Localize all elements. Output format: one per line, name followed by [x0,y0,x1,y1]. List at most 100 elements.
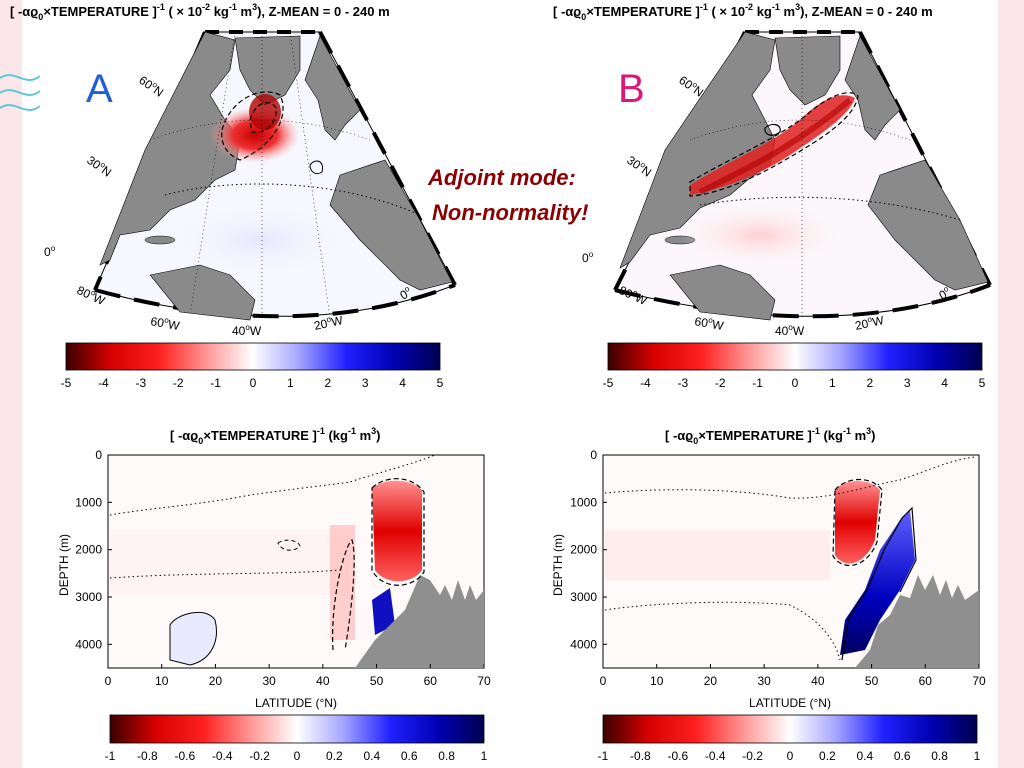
section-a-xtick-label: 50 [370,674,384,688]
colorbar-top-a-tick-label: 1 [287,376,294,390]
colorbar-top-a-tick-label: 0 [250,376,257,390]
section-b-ytick-label: 1000 [570,495,597,509]
colorbar-top-b-ticks: -5 -4 -3 -2 -1 0 1 2 3 4 5 [603,376,986,390]
colorbar-top-b-tick-label: -3 [677,376,688,390]
colorbar-bottom-a-tick-label: 1 [481,749,488,763]
colorbar-top-a-tick-label: 4 [399,376,406,390]
map-a-lat-0: 0o [44,244,56,259]
section-b-contour-blue [841,506,917,661]
colorbar-bottom-a-ticks: -1 -0.8 -0.6 -0.4 -0.2 0 0.2 0.4 0.6 0.8 1 [105,749,488,763]
section-b-ytick-label: 3000 [570,590,597,604]
section-b-ytick-label: 4000 [570,637,597,651]
colorbar-top-b-tick-label: -1 [752,376,763,390]
section-b-contour-zero [604,456,976,499]
map-b-land-south-america [669,264,776,321]
colorbar-top-b-tick-label: 0 [792,376,799,390]
section-a-xtick-label: 70 [477,674,491,688]
section-a-contour-red [371,478,425,586]
map-b-contour-blue [764,123,781,136]
colorbar-bottom-a-tick-label: 0 [294,749,301,763]
map-panel-b: [ -αϱ0×TEMPERATURE ]-1 ( × 10-2 kg-1 m3)… [553,2,992,338]
map-a-lon-labels: 80oW 60oW 40oW 20oW 0o [75,283,412,338]
decorative-swoosh [0,74,40,111]
left-slide-border [0,0,22,768]
colorbar-top-b-tick-label: -4 [640,376,651,390]
colorbar-bottom-b-tick-label: -0.6 [667,749,688,763]
colorbar-top-a-tick-label: 3 [362,376,369,390]
section-a-xtick-label: 10 [155,674,169,688]
section-b-xtick-label: 40 [811,674,825,688]
map-b-graticule-lat [689,119,911,141]
colorbar-bottom-a-tick-label: 0.6 [401,749,418,763]
colorbar-bottom-b: -1 -0.8 -0.6 -0.4 -0.2 0 0.2 0.4 0.6 0.8 1 [598,714,981,763]
colorbar-bottom-a-tick-label: 0.8 [438,749,455,763]
colorbar-top-a-tick-label: -2 [173,376,184,390]
colorbar-top-b-bar [607,342,983,371]
section-a-ylabel: DEPTH (m) [57,534,71,596]
section-a-contour-zero [109,454,436,516]
map-b-lat-30: 30oN [624,152,654,179]
map-a-lat-60: 60oN [136,72,166,99]
colorbar-bottom-b-ticks: -1 -0.8 -0.6 -0.4 -0.2 0 0.2 0.4 0.6 0.8 1 [598,749,981,763]
section-b-xtick-label: 0 [600,674,607,688]
map-b-land-greenland [774,35,841,106]
colorbar-top-b-tick-label: 5 [979,376,986,390]
section-a-ytick-label: 0 [95,448,102,462]
map-a-contour-outer [221,91,284,161]
colorbar-top-b-tick-label: 3 [904,376,911,390]
section-a-contour-red-2 [332,539,355,651]
colorbar-top-a-tick-label: 2 [324,376,331,390]
map-panel-a: [ -αϱ0×TEMPERATURE ]-1 ( × 10-2 kg-1 m3)… [10,2,457,338]
colorbar-bottom-a-tick-label: 0.4 [363,749,380,763]
colorbar-top-b-tick-label: -2 [715,376,726,390]
colorbar-bottom-b-tick-label: -1 [598,749,609,763]
colorbar-bottom-a-tick-label: -0.4 [212,749,233,763]
colorbar-top-b: -5 -4 -3 -2 -1 0 1 2 3 4 5 [603,342,986,390]
colorbar-bottom-a-tick-label: -0.8 [137,749,158,763]
colorbar-top-a-tick-label: -3 [135,376,146,390]
section-a-ytick-label: 3000 [75,590,102,604]
map-a-frame-right [318,31,457,286]
section-panel-a: [ -αϱ0×TEMPERATURE ]-1 (kg-1 m3) 0 10 20 30… [57,426,491,710]
section-b-contour-zero-2 [604,601,841,661]
section-a-xtick-label: 60 [424,674,438,688]
section-b-ylabel: DEPTH (m) [551,534,565,596]
section-a-ytick-label: 1000 [75,495,102,509]
section-b-ytick-label: 0 [590,448,597,462]
section-a-bathymetry [355,575,484,668]
section-b-ytick-label: 2000 [570,543,597,557]
section-a-blue-blob [372,588,395,635]
colorbar-bottom-b-tick-label: -0.4 [705,749,726,763]
section-b-xtick-label: 10 [650,674,664,688]
colorbar-bottom-a-tick-label: -0.6 [174,749,195,763]
section-b-title: [ -αϱ0×TEMPERATURE ]-1 (kg-1 m3) [665,426,876,446]
map-b-lon-labels: 80oW 60oW 40oW 20oW 0o [617,283,951,338]
map-b-lon-40: 40oW [775,323,805,338]
map-b-red-band [690,95,855,195]
section-a-title: [ -αϱ0×TEMPERATURE ]-1 (kg-1 m3) [170,426,381,446]
section-a-xtick-label: 0 [105,674,112,688]
colorbar-bottom-b-tick-label: 0.6 [894,749,911,763]
panel-letter-a: A [86,67,113,111]
map-b-lon-20: 20oW [854,312,886,333]
colorbar-top-a-tick-label: -5 [61,376,72,390]
map-b-lat-0: 0o [582,250,594,265]
map-a-title: [ -αϱ0×TEMPERATURE ]-1 ( × 10-2 kg-1 m3)… [10,2,390,22]
colorbar-top-b-tick-label: 2 [866,376,873,390]
colorbar-top-a: -5 -4 -3 -2 -1 0 1 2 3 4 5 [61,342,444,390]
section-panel-b: [ -αϱ0×TEMPERATURE ]-1 (kg-1 m3) 0 10 20 30… [551,426,986,710]
section-b-pale-red-band [605,530,830,580]
map-b-red-core [698,97,852,195]
map-a-land-europe [304,35,361,141]
map-b-land-europe [844,35,901,141]
colorbar-bottom-a-tick-label: 0.2 [326,749,343,763]
section-a-pale-red-band [110,530,350,595]
section-b-xtick-label: 20 [704,674,718,688]
colorbar-bottom-b-tick-label: -0.2 [742,749,763,763]
section-a-blue-contour [169,611,217,666]
section-b-xlabel: LATITUDE (°N) [749,696,831,710]
colorbar-bottom-a: -1 -0.8 -0.6 -0.4 -0.2 0 0.2 0.4 0.6 0.8 1 [105,714,488,763]
colorbar-bottom-b-bar [602,714,978,744]
section-a-xlabel: LATITUDE (°N) [255,696,337,710]
map-a-contour-blue [309,160,324,175]
